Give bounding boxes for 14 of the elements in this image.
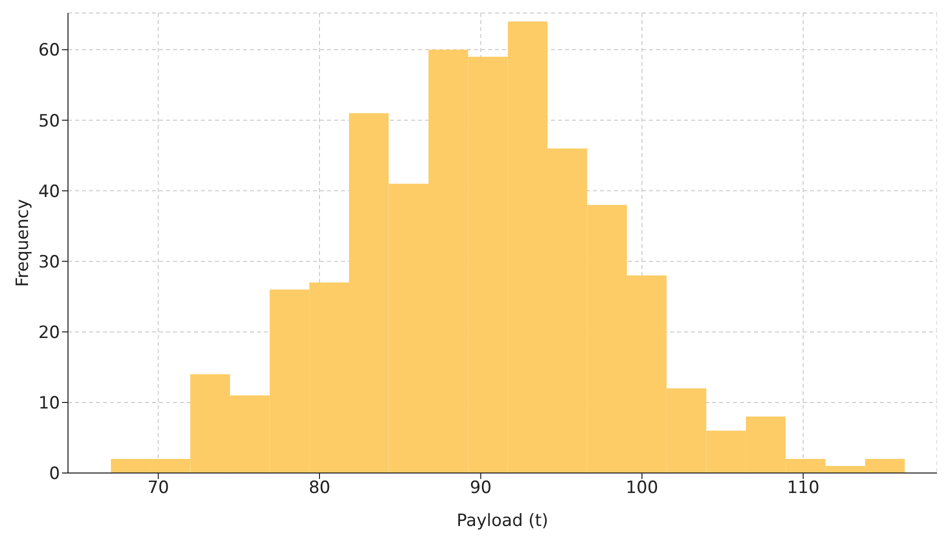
x-tick-label: 110 [786, 478, 820, 498]
y-tick-label: 10 [38, 393, 60, 414]
x-tick-label: 100 [626, 478, 658, 498]
y-tick-label: 50 [38, 111, 60, 132]
y-axis-title: Frequency [13, 199, 34, 287]
y-tick-label: 20 [38, 322, 60, 343]
y-tick-label: 30 [38, 252, 60, 272]
y-tick-label: 0 [49, 464, 60, 484]
x-tick-label: 70 [147, 478, 170, 498]
x-tick-label: 90 [470, 478, 492, 498]
y-tick-label: 60 [38, 40, 60, 61]
y-tick-label: 40 [38, 182, 60, 202]
x-tick-label: 80 [308, 478, 330, 498]
x-axis-title: Payload (t) [456, 511, 548, 531]
